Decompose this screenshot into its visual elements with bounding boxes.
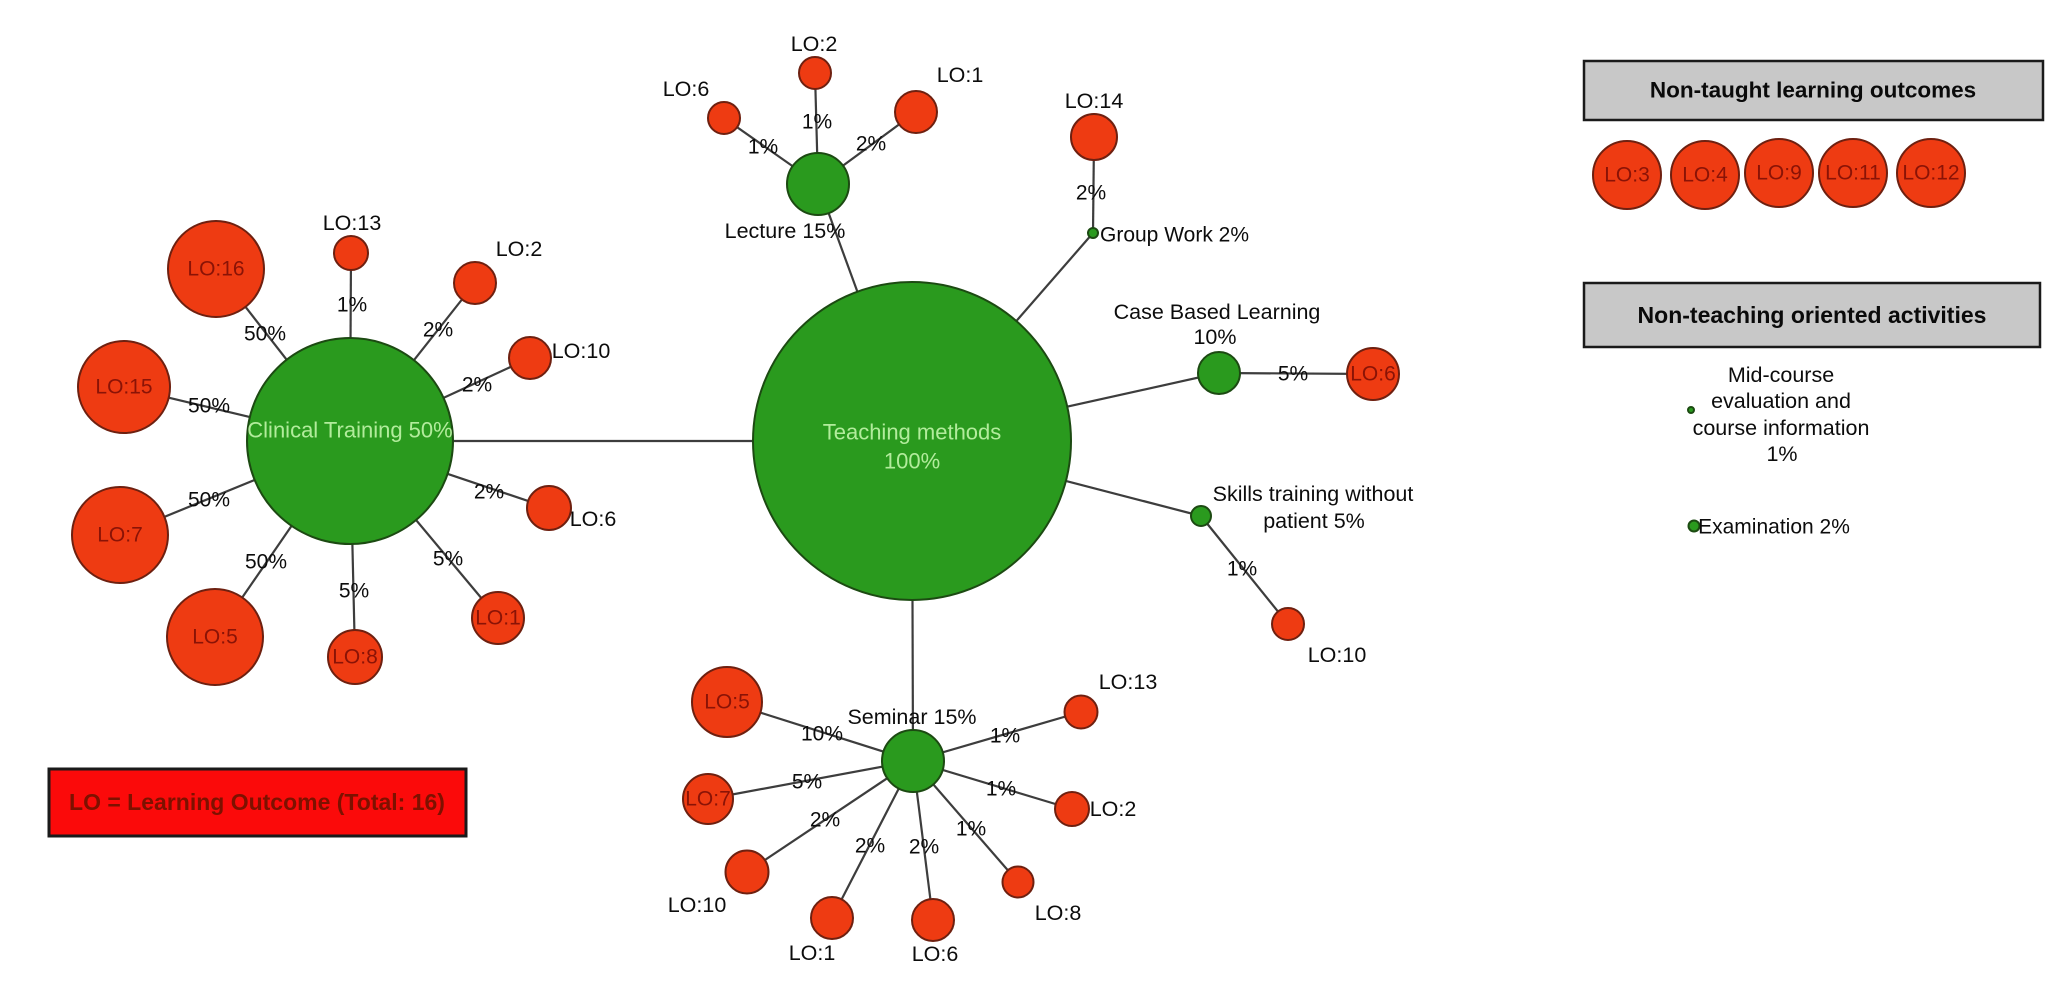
svg-text:Teaching methods: Teaching methods bbox=[823, 420, 1002, 445]
svg-text:LO:14: LO:14 bbox=[1065, 89, 1124, 113]
svg-text:2%: 2% bbox=[855, 835, 885, 858]
svg-text:LO:16: LO:16 bbox=[187, 258, 244, 281]
svg-text:course information: course information bbox=[1693, 416, 1870, 440]
svg-text:5%: 5% bbox=[1278, 363, 1308, 386]
svg-text:100%: 100% bbox=[884, 449, 940, 474]
svg-text:Examination 2%: Examination 2% bbox=[1698, 516, 1850, 539]
svg-text:5%: 5% bbox=[433, 548, 463, 571]
svg-text:LO:13: LO:13 bbox=[323, 211, 382, 235]
svg-text:LO:5: LO:5 bbox=[192, 626, 238, 649]
svg-text:LO:2: LO:2 bbox=[496, 237, 543, 261]
svg-text:5%: 5% bbox=[339, 580, 369, 603]
svg-text:LO:8: LO:8 bbox=[332, 646, 378, 669]
svg-text:Non-taught learning outcomes: Non-taught learning outcomes bbox=[1650, 78, 1976, 103]
svg-text:LO:6: LO:6 bbox=[912, 942, 959, 966]
svg-text:10%: 10% bbox=[1193, 325, 1236, 349]
svg-text:LO:10: LO:10 bbox=[668, 893, 727, 917]
svg-text:LO:8: LO:8 bbox=[1035, 901, 1082, 925]
svg-text:50%: 50% bbox=[188, 489, 230, 512]
svg-text:1%: 1% bbox=[1766, 442, 1797, 466]
svg-text:LO:10: LO:10 bbox=[1308, 643, 1367, 667]
svg-text:50%: 50% bbox=[245, 551, 287, 574]
svg-text:Group Work 2%: Group Work 2% bbox=[1100, 224, 1249, 247]
svg-text:2%: 2% bbox=[909, 836, 939, 859]
svg-text:50%: 50% bbox=[244, 323, 286, 346]
svg-text:LO:7: LO:7 bbox=[685, 788, 731, 811]
svg-text:LO:12: LO:12 bbox=[1902, 162, 1959, 185]
svg-text:Clinical Training 50%: Clinical Training 50% bbox=[247, 418, 452, 443]
svg-text:LO:6: LO:6 bbox=[570, 507, 617, 531]
svg-text:LO:6: LO:6 bbox=[1350, 363, 1396, 386]
svg-text:1%: 1% bbox=[802, 111, 832, 134]
svg-text:patient 5%: patient 5% bbox=[1263, 509, 1365, 533]
svg-text:LO:2: LO:2 bbox=[1090, 797, 1137, 821]
svg-text:LO:15: LO:15 bbox=[95, 376, 152, 399]
svg-text:2%: 2% bbox=[856, 133, 886, 156]
svg-text:LO:11: LO:11 bbox=[1825, 162, 1881, 185]
svg-text:LO:2: LO:2 bbox=[791, 32, 838, 56]
svg-text:LO:1: LO:1 bbox=[937, 63, 984, 87]
svg-text:Mid-course: Mid-course bbox=[1728, 363, 1834, 387]
svg-text:Seminar 15%: Seminar 15% bbox=[847, 705, 976, 729]
svg-text:LO:3: LO:3 bbox=[1604, 164, 1650, 187]
svg-text:1%: 1% bbox=[1227, 558, 1257, 581]
svg-text:1%: 1% bbox=[337, 294, 367, 317]
svg-text:10%: 10% bbox=[801, 723, 843, 746]
svg-text:LO:10: LO:10 bbox=[552, 339, 611, 363]
svg-text:Lecture 15%: Lecture 15% bbox=[725, 219, 846, 243]
svg-text:2%: 2% bbox=[423, 319, 453, 342]
svg-text:LO:1: LO:1 bbox=[789, 941, 836, 965]
svg-text:50%: 50% bbox=[188, 395, 230, 418]
svg-text:LO:6: LO:6 bbox=[663, 77, 710, 101]
svg-text:LO:9: LO:9 bbox=[1756, 162, 1802, 185]
svg-text:2%: 2% bbox=[1076, 182, 1106, 205]
svg-text:Case Based Learning: Case Based Learning bbox=[1114, 300, 1321, 324]
svg-text:Non-teaching oriented activiti: Non-teaching oriented activities bbox=[1638, 302, 1987, 328]
svg-text:1%: 1% bbox=[956, 818, 986, 841]
svg-text:2%: 2% bbox=[810, 809, 840, 832]
svg-text:1%: 1% bbox=[748, 136, 778, 159]
svg-text:LO:1: LO:1 bbox=[475, 607, 521, 630]
svg-text:2%: 2% bbox=[474, 481, 504, 504]
svg-text:evaluation and: evaluation and bbox=[1711, 389, 1851, 413]
svg-text:LO:4: LO:4 bbox=[1682, 164, 1728, 187]
svg-text:2%: 2% bbox=[462, 374, 492, 397]
svg-text:1%: 1% bbox=[990, 725, 1020, 748]
svg-text:5%: 5% bbox=[792, 771, 822, 794]
svg-text:Skills training without: Skills training without bbox=[1213, 482, 1414, 506]
svg-text:LO:7: LO:7 bbox=[97, 524, 143, 547]
svg-text:LO = Learning Outcome (Total:: LO = Learning Outcome (Total: 16) bbox=[69, 789, 445, 815]
svg-text:LO:13: LO:13 bbox=[1099, 670, 1158, 694]
svg-text:1%: 1% bbox=[986, 778, 1016, 801]
svg-text:LO:5: LO:5 bbox=[704, 691, 750, 714]
